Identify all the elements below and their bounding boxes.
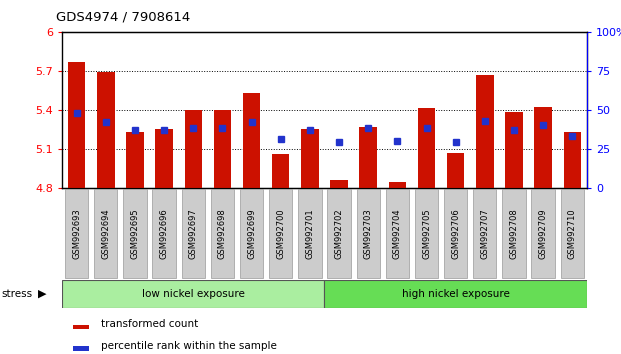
Bar <box>389 182 406 188</box>
Text: GSM992694: GSM992694 <box>101 208 111 259</box>
Bar <box>447 153 465 188</box>
FancyBboxPatch shape <box>386 189 409 278</box>
FancyBboxPatch shape <box>561 189 584 278</box>
FancyBboxPatch shape <box>153 189 176 278</box>
Bar <box>301 129 319 188</box>
Text: GSM992710: GSM992710 <box>568 208 577 259</box>
Bar <box>563 132 581 188</box>
Bar <box>272 154 289 188</box>
Bar <box>73 346 89 350</box>
FancyBboxPatch shape <box>94 189 117 278</box>
Text: GSM992699: GSM992699 <box>247 208 256 259</box>
Text: GSM992701: GSM992701 <box>306 208 314 259</box>
FancyBboxPatch shape <box>444 189 468 278</box>
Text: GSM992707: GSM992707 <box>480 208 489 259</box>
FancyBboxPatch shape <box>502 189 525 278</box>
Text: GSM992698: GSM992698 <box>218 208 227 259</box>
FancyBboxPatch shape <box>65 189 88 278</box>
FancyBboxPatch shape <box>356 189 380 278</box>
Text: GSM992696: GSM992696 <box>160 208 169 259</box>
Text: GSM992703: GSM992703 <box>364 208 373 259</box>
FancyBboxPatch shape <box>324 280 587 308</box>
FancyBboxPatch shape <box>62 280 324 308</box>
FancyBboxPatch shape <box>327 189 351 278</box>
Text: GSM992704: GSM992704 <box>393 208 402 259</box>
Text: GSM992693: GSM992693 <box>72 208 81 259</box>
Bar <box>68 62 86 188</box>
Text: GSM992700: GSM992700 <box>276 208 285 259</box>
Text: GSM992695: GSM992695 <box>130 208 140 259</box>
FancyBboxPatch shape <box>211 189 234 278</box>
Text: percentile rank within the sample: percentile rank within the sample <box>101 341 278 351</box>
Bar <box>360 127 377 188</box>
Text: low nickel exposure: low nickel exposure <box>142 289 245 299</box>
Bar <box>418 108 435 188</box>
Bar <box>126 132 143 188</box>
Text: GSM992708: GSM992708 <box>509 208 519 259</box>
Bar <box>505 112 523 188</box>
Text: GSM992702: GSM992702 <box>335 208 343 259</box>
Bar <box>214 110 231 188</box>
FancyBboxPatch shape <box>124 189 147 278</box>
Text: GSM992705: GSM992705 <box>422 208 431 259</box>
Text: ▶: ▶ <box>38 289 47 299</box>
FancyBboxPatch shape <box>240 189 263 278</box>
Text: GSM992706: GSM992706 <box>451 208 460 259</box>
FancyBboxPatch shape <box>532 189 555 278</box>
Text: GSM992709: GSM992709 <box>538 208 548 259</box>
Bar <box>476 75 494 188</box>
Bar <box>184 110 202 188</box>
FancyBboxPatch shape <box>181 189 205 278</box>
FancyBboxPatch shape <box>269 189 292 278</box>
FancyBboxPatch shape <box>473 189 496 278</box>
Bar <box>330 180 348 188</box>
Bar <box>155 129 173 188</box>
FancyBboxPatch shape <box>298 189 322 278</box>
Text: stress: stress <box>1 289 32 299</box>
Text: transformed count: transformed count <box>101 319 199 330</box>
Bar <box>243 93 260 188</box>
FancyBboxPatch shape <box>415 189 438 278</box>
Bar <box>97 72 114 188</box>
Bar <box>73 325 89 329</box>
Text: GSM992697: GSM992697 <box>189 208 197 259</box>
Bar <box>534 107 552 188</box>
Text: GDS4974 / 7908614: GDS4974 / 7908614 <box>56 11 190 24</box>
Text: high nickel exposure: high nickel exposure <box>402 289 510 299</box>
